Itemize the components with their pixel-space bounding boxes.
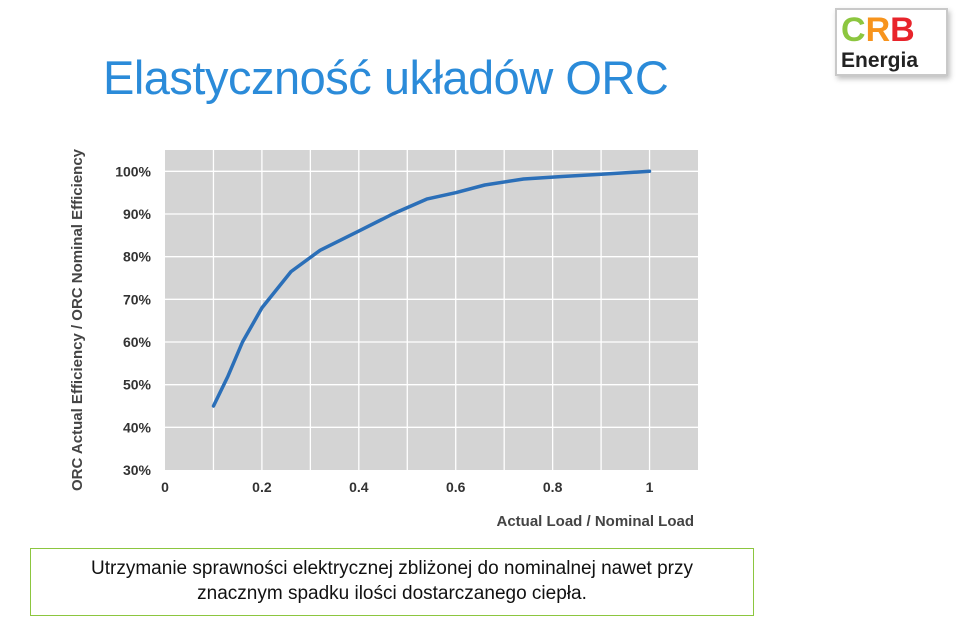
caption-line-1: Utrzymanie sprawności elektrycznej zbliż… bbox=[91, 558, 693, 579]
y-tick-label: 90% bbox=[123, 206, 152, 222]
caption-line-2: znacznym spadku ilości dostarczanego cie… bbox=[197, 583, 587, 604]
x-axis-label: Actual Load / Nominal Load bbox=[496, 513, 694, 530]
y-axis-label: ORC Actual Efficiency / ORC Nominal Effi… bbox=[69, 148, 86, 491]
page-title: Elastyczność układów ORC bbox=[103, 51, 669, 104]
y-tick-label: 50% bbox=[123, 377, 152, 393]
x-tick-label: 0 bbox=[161, 479, 169, 495]
y-tick-label: 40% bbox=[123, 419, 152, 435]
y-tick-label: 80% bbox=[123, 249, 152, 265]
logo-letter-r: R bbox=[865, 11, 891, 49]
logo-letters: CRB bbox=[841, 10, 915, 50]
logo-subtitle: Energia bbox=[841, 49, 919, 72]
x-tick-label: 0.2 bbox=[252, 479, 272, 495]
y-tick-label: 70% bbox=[123, 291, 152, 307]
logo-letter-c: C bbox=[841, 11, 866, 49]
y-tick-label: 60% bbox=[123, 334, 152, 350]
x-tick-label: 0.4 bbox=[349, 479, 369, 495]
y-tick-label: 30% bbox=[123, 462, 152, 478]
efficiency-line bbox=[211, 169, 652, 408]
plot-area bbox=[165, 150, 698, 470]
logo-letter-b: B bbox=[890, 11, 915, 49]
crb-energia-logo: CRB Energia bbox=[835, 8, 948, 76]
x-tick-label: 0.6 bbox=[446, 479, 466, 495]
efficiency-chart: 30% 40% 50% 60% 70% 80% 90% 100% 0 0.2 0.4 0.6 0.8 1 A… bbox=[69, 148, 698, 530]
x-tick-label: 1 bbox=[646, 479, 654, 495]
x-tick-label: 0.8 bbox=[543, 479, 563, 495]
y-tick-label: 100% bbox=[115, 163, 151, 179]
caption-box: Utrzymanie sprawności elektrycznej zbliż… bbox=[30, 548, 754, 616]
